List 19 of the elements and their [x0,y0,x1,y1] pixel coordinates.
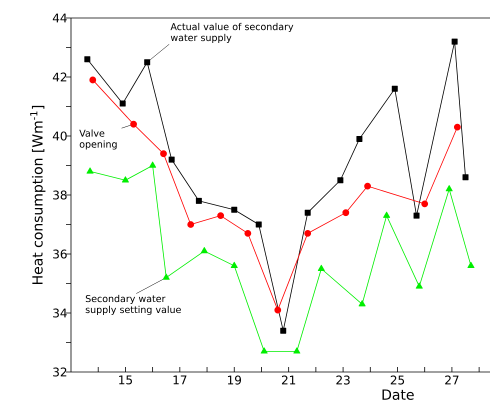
x-tick-label: 23 [336,376,350,385]
y-axis-title: Heat consumption [Wm$^{-1}$] [30,106,46,284]
x-tick-label: 15 [119,376,132,384]
x-tick-label: 25 [390,376,404,385]
y-tick-label: 44 [52,14,67,22]
y-tick-label: 38 [53,190,67,200]
x-tick-label: 21 [282,376,296,384]
x-tick-label: 27 [445,376,458,384]
y-tick-label: 42 [52,72,66,82]
y-tick-label: 34 [53,308,67,318]
y-tick-label: 36 [53,249,67,259]
y-tick-label: 40 [52,131,67,141]
x-tick-label: 19 [228,376,242,385]
x-tick-label: 17 [174,376,186,384]
annotation: Actual value of secondary water supply [170,22,294,43]
annotation: Valve opening [79,129,117,150]
y-tick-label: 32 [53,367,66,377]
x-axis-title: Date [382,390,414,400]
annotation: Secondary water supply setting value [86,294,181,315]
